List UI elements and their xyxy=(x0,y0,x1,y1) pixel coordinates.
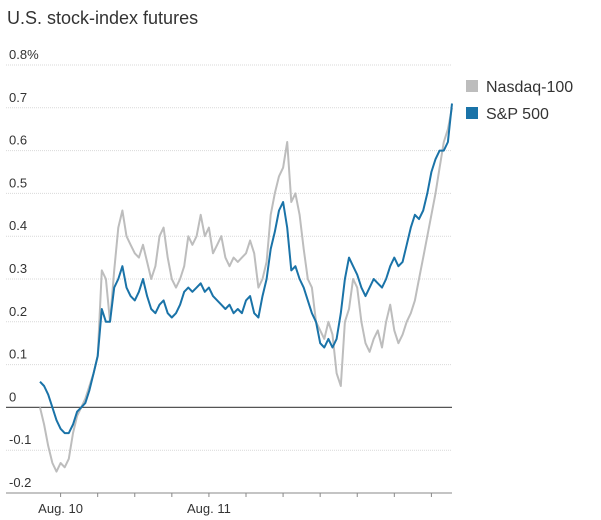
chart-title: U.S. stock-index futures xyxy=(7,8,199,28)
y-tick-label: 0.2 xyxy=(9,304,27,319)
series-line-sp-500 xyxy=(39,103,453,435)
x-axis-ticks: Aug. 10 Aug. 11 xyxy=(6,492,452,516)
series-line-nasdaq-100 xyxy=(39,107,453,473)
legend: Nasdaq-100 S&P 500 xyxy=(466,79,573,123)
legend-label: S&P 500 xyxy=(486,106,549,123)
series-lines xyxy=(39,103,453,473)
x-tick-label: Aug. 11 xyxy=(187,501,231,516)
y-tick-label: 0.7 xyxy=(9,90,27,105)
y-tick-label: 0.1 xyxy=(9,347,27,362)
y-axis-ticks: -0.2 -0.1 0 0.1 0.2 0.3 0.4 0.5 0.6 0.7 0.8% xyxy=(9,47,39,490)
x-tick-label: Aug. 10 xyxy=(38,501,83,516)
y-tick-label: 0.4 xyxy=(9,218,27,233)
y-tick-label: -0.1 xyxy=(9,432,31,447)
y-tick-label: 0.5 xyxy=(9,175,27,190)
y-tick-label: 0.6 xyxy=(9,133,27,148)
y-tick-label: 0.8% xyxy=(9,47,39,62)
y-tick-label: 0.3 xyxy=(9,261,27,276)
legend-label: Nasdaq-100 xyxy=(486,79,573,96)
legend-swatch xyxy=(466,107,478,119)
y-tick-label: -0.2 xyxy=(9,475,31,490)
legend-swatch xyxy=(466,80,478,92)
y-tick-label: 0 xyxy=(9,389,16,404)
